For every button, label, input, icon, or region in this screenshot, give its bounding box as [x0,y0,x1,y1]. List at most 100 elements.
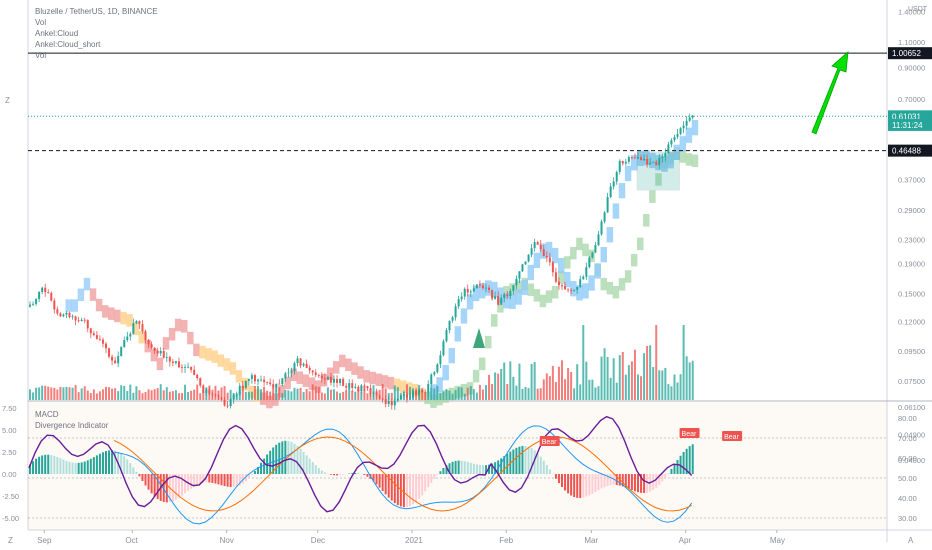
macd-histogram-bar [500,458,503,474]
candle-body [451,317,454,321]
cloud-segment [582,243,589,257]
macd-histogram-bar [503,456,506,474]
candle-body [184,367,187,368]
candle-body [494,296,497,299]
candle-body [59,313,62,317]
macd-histogram-bar [433,474,436,479]
macd-histogram-bar [260,462,263,474]
volume-bar [360,391,363,400]
macd-histogram-bar [138,474,141,477]
volume-bar [101,389,104,400]
macd-histogram-bar [518,446,521,474]
candle-body [557,281,560,286]
candle-body [187,366,190,368]
macd-histogram-bar [658,474,661,485]
candle-body [472,288,475,292]
macd-histogram-bar [582,474,585,498]
volume-bar [80,388,83,400]
candle-body [497,296,500,305]
candle-body [229,398,232,407]
left-toolbar-z[interactable]: Z [5,96,10,105]
corner-left-label[interactable]: Z [8,536,13,545]
candle-body [463,288,466,297]
macd-histogram-bar [238,474,241,486]
volume-bar [108,387,111,400]
candle-body [454,306,457,318]
cloud-segment [472,369,480,383]
volume-bar [296,388,299,400]
cloud-short-segment [673,144,680,160]
macd-histogram-bar [527,446,530,474]
macd-histogram-bar [190,474,193,489]
candle-body [466,288,469,293]
price-label-text: 0.46488 [892,147,921,156]
volume-bar [363,386,366,400]
macd-histogram-bar [132,467,135,474]
macd-histogram-bar [409,474,411,507]
volume-bar [235,393,238,400]
volume-bar [35,387,38,400]
volume-bar [223,386,226,400]
volume-bar [232,393,235,400]
time-tick-label: Mar [584,536,598,545]
macd-histogram-bar [585,474,588,497]
price-label-text: 0.61031 [892,112,921,121]
macd-histogram-bar [439,471,442,474]
volume-bar [287,390,290,400]
volume-bar [250,391,253,400]
candle-body [299,358,302,366]
volume-bar [612,358,615,400]
volume-bar [679,374,682,400]
volume-bar [138,390,141,400]
cloud-segment [333,361,340,374]
macd-histogram-bar [515,447,518,474]
candle-body [62,314,65,317]
candle-body [287,372,290,374]
candle-body [585,267,588,277]
macd-tick-label: 0.00 [2,470,17,479]
cloud-segment [460,383,468,397]
candle-body [223,399,226,406]
macd-histogram-bar [573,474,576,498]
candle-body [430,374,433,385]
macd-histogram-bar [108,450,111,474]
rsi-tick-label: 40.00 [898,494,917,503]
macd-histogram-bar [35,458,38,474]
cloud-segment [302,374,310,387]
cloud-segment [539,294,547,308]
volume-bar [649,345,652,400]
cloud-segment [168,327,176,341]
price-tick-label: 0.37000 [898,175,925,184]
macd-histogram-bar [524,445,527,474]
cloud-short-segment [667,153,674,169]
bear-label-text: Bear [724,434,739,441]
candle-body [393,400,396,406]
cloud-segment [211,350,218,363]
volume-bar [257,386,259,400]
macd-histogram-bar [336,474,339,476]
cloud-segment [643,214,650,227]
macd-histogram-bar [402,474,405,508]
candle-body [576,286,579,290]
price-tick-label: 0.12000 [898,317,925,326]
macd-histogram-bar [357,473,360,474]
auto-scale-button[interactable]: A [908,536,914,545]
macd-histogram-bar [98,453,101,474]
volume-bar [132,392,135,400]
macd-histogram-bar [421,474,424,496]
candle-body [132,323,135,334]
macd-histogram-bar [655,474,658,488]
volume-bar [567,367,570,400]
candle-body [190,366,193,370]
candle-body [339,379,342,384]
macd-histogram-bar [445,465,448,474]
volume-bar [266,390,269,400]
cloud-segment [339,354,346,368]
candle-body [390,400,393,406]
signal-line [113,436,692,512]
candle-body [512,285,515,291]
volume-bar [421,389,424,400]
macd-histogram-bar [290,442,293,474]
volume-bar [469,386,472,400]
